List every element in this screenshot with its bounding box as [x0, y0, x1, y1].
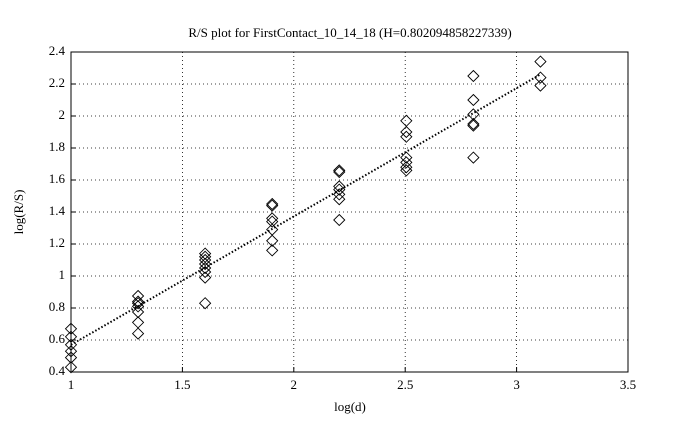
marker [534, 79, 547, 92]
marker [266, 215, 279, 228]
marker [333, 165, 346, 179]
marker [333, 164, 346, 177]
marker [64, 351, 78, 364]
marker [131, 327, 145, 340]
marker [333, 183, 346, 196]
y-axis-label: log(R/S) [11, 190, 26, 235]
marker [266, 199, 279, 212]
marker [198, 271, 212, 284]
fit-line [70, 73, 541, 346]
x-tick-label: 3 [513, 377, 520, 392]
marker [400, 164, 413, 177]
y-tick-label: 1.6 [49, 171, 66, 186]
x-tick-label: 3.5 [620, 377, 636, 392]
x-tick-label: 1.5 [174, 377, 190, 392]
y-tick-label: 2.2 [49, 75, 65, 90]
marker [400, 161, 413, 174]
marker [333, 193, 346, 206]
marker [64, 361, 78, 374]
marker [266, 197, 279, 211]
marker [467, 117, 480, 131]
marker [198, 257, 212, 271]
marker [64, 345, 78, 358]
marker [400, 151, 413, 164]
chart-title: R/S plot for FirstContact_10_14_18 (H=0.… [188, 25, 511, 40]
marker [198, 265, 212, 279]
y-tick-label: 1.2 [49, 235, 65, 250]
marker [333, 180, 346, 193]
marker [467, 119, 480, 132]
marker [131, 297, 145, 310]
marker [534, 55, 547, 68]
y-tick-label: 0.6 [49, 331, 66, 346]
marker [534, 71, 547, 84]
marker [266, 234, 279, 247]
marker [64, 322, 78, 335]
y-tick-label: 2 [59, 107, 66, 122]
marker [333, 213, 346, 227]
marker [198, 297, 212, 310]
marker [467, 93, 480, 107]
marker [400, 125, 413, 139]
y-tick-label: 1 [59, 267, 66, 282]
plot-frame [70, 51, 629, 373]
x-tick-label: 2.5 [397, 377, 413, 392]
x-tick-label: 2 [291, 377, 298, 392]
marker [266, 244, 279, 257]
marker [400, 130, 413, 143]
marker [198, 253, 212, 267]
y-tick-label: 0.8 [49, 299, 65, 314]
y-tick-label: 2.4 [49, 43, 66, 58]
y-tick-label: 0.4 [49, 363, 66, 378]
y-tick-label: 1.4 [49, 203, 66, 218]
marker [467, 151, 480, 164]
y-tick-label: 1.8 [49, 139, 65, 154]
x-tick-label: 1 [68, 377, 75, 392]
x-axis-label: log(d) [334, 399, 366, 414]
marker [64, 330, 78, 343]
marker [467, 69, 480, 83]
marker [400, 156, 413, 169]
